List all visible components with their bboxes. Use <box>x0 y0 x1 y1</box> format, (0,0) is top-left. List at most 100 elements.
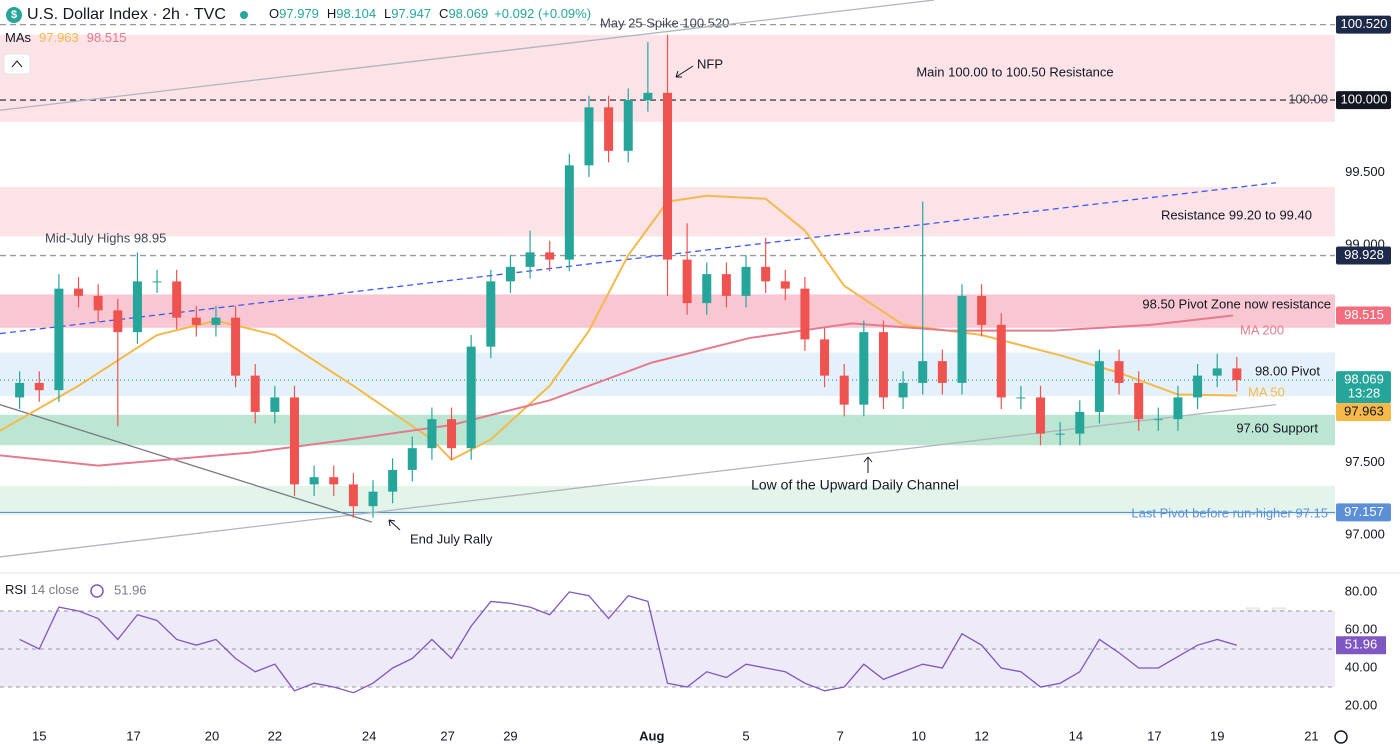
x-tick-label: 20 <box>205 728 219 743</box>
price-badge <box>1336 306 1391 325</box>
zone <box>0 352 1335 396</box>
candle-body <box>74 288 84 296</box>
ma-label: MA 50 <box>1248 384 1285 399</box>
candle-body <box>54 288 64 391</box>
symbol-title: U.S. Dollar Index · 2h · TVC <box>27 6 226 23</box>
rsi-header: RSI 14 close <box>5 582 79 597</box>
ohlc-key: H <box>327 6 336 21</box>
candle-body <box>427 419 437 449</box>
trendline <box>0 182 1277 335</box>
x-tick-label: 15 <box>32 728 46 743</box>
annotation-arrow <box>675 70 682 78</box>
settings-icon[interactable] <box>1334 730 1348 744</box>
zone <box>0 414 1335 446</box>
ma-value: 98.515 <box>87 30 127 45</box>
candle-body <box>525 252 535 267</box>
symbol-icon-glyph: $ <box>11 9 17 21</box>
ohlc-line: O97.979 H98.104 L97.947 C98.069 +0.092 (+0.0… <box>269 6 591 21</box>
trendline <box>0 404 1277 558</box>
annotation-arrow <box>388 519 401 531</box>
candle-body <box>545 252 555 260</box>
candle-body <box>211 317 221 325</box>
mas-label: MAs <box>5 30 32 45</box>
candle-body <box>1036 397 1046 434</box>
zone-label: 97.60 Support <box>1236 420 1318 435</box>
y-tick-label: 97.500 <box>1345 454 1385 469</box>
candle-body <box>250 375 260 412</box>
candle-body <box>466 346 476 449</box>
trendline <box>0 0 935 111</box>
x-tick-label: 17 <box>126 728 140 743</box>
candle-body <box>584 107 594 166</box>
candle-body <box>1212 368 1222 376</box>
candle-body <box>1114 361 1124 383</box>
moving-average <box>0 194 1237 462</box>
candle-body <box>15 382 25 398</box>
price-badge <box>1336 246 1391 265</box>
candle-body <box>761 266 771 282</box>
trendline <box>0 404 373 523</box>
y-tick-label: 97.000 <box>1345 527 1385 542</box>
price-badge <box>1336 91 1391 110</box>
rsi-badge <box>1336 636 1386 655</box>
candle-body <box>741 266 751 296</box>
zone-label: Resistance 99.20 to 99.40 <box>1161 207 1312 222</box>
candle-body <box>1232 368 1242 381</box>
candle-body <box>663 92 672 260</box>
x-tick-label: 27 <box>440 728 454 743</box>
x-tick-label: 29 <box>503 728 517 743</box>
zone-label: Main 100.00 to 100.50 Resistance <box>916 64 1113 79</box>
candle-body <box>996 324 1006 398</box>
ohlc-value: 98.104 <box>336 6 376 21</box>
candle-body <box>486 281 496 347</box>
rsi-badge-label: 51.96 <box>1345 637 1378 652</box>
x-tick-label: 7 <box>837 728 844 743</box>
candle-body <box>1094 361 1104 412</box>
x-tick-label: 24 <box>362 728 376 743</box>
rsi-last: 51.96 <box>114 582 147 597</box>
candle-body <box>329 477 339 485</box>
price-badge-sublabel: 13:28 <box>1348 386 1381 401</box>
rsi-tick-label: 20.00 <box>1345 697 1378 712</box>
annotation-arrow <box>388 519 396 527</box>
price-badge <box>1336 371 1391 404</box>
price-badge <box>1336 15 1391 34</box>
candle-body <box>1075 411 1085 434</box>
candle-body <box>1016 397 1026 399</box>
x-tick-label: 14 <box>1069 728 1083 743</box>
rsi-line <box>19 591 1238 694</box>
candle-body <box>702 274 712 304</box>
ohlc-value: 97.979 <box>279 6 319 21</box>
collapse-button[interactable] <box>3 53 31 75</box>
candle-body <box>270 397 280 412</box>
candle-body <box>898 382 908 398</box>
candle-body <box>918 361 928 383</box>
price-badge-label: 98.515 <box>1344 307 1384 322</box>
level-label: 100.00 <box>1288 91 1328 106</box>
candle-body <box>800 288 810 340</box>
annotation: Low of the Upward Daily Channel <box>751 477 959 493</box>
x-tick-label: 22 <box>268 728 282 743</box>
candle-body <box>93 295 103 311</box>
price-badge <box>1336 503 1391 522</box>
x-tick-label: Aug <box>639 728 664 743</box>
candle-body <box>878 332 888 398</box>
price-badge-label: 97.963 <box>1344 404 1384 419</box>
ma-value: 97.963 <box>39 30 79 45</box>
ohlc-value: 97.947 <box>391 6 431 21</box>
candle-body <box>721 274 731 296</box>
price-badge-label: 98.928 <box>1344 247 1384 262</box>
candle-body <box>368 491 378 507</box>
collapse-icon <box>11 60 23 68</box>
x-tick-label: 5 <box>742 728 749 743</box>
candle-body <box>348 484 358 507</box>
zone-label: 98.50 Pivot Zone now resistance <box>1142 296 1331 311</box>
rsi-icon <box>90 584 104 598</box>
annotation-arrow <box>863 456 873 463</box>
ohlc-key: C <box>439 6 448 21</box>
x-tick-label: 17 <box>1147 728 1161 743</box>
candle-body <box>407 448 417 470</box>
candle-body <box>977 295 987 325</box>
candle-body <box>309 477 319 485</box>
